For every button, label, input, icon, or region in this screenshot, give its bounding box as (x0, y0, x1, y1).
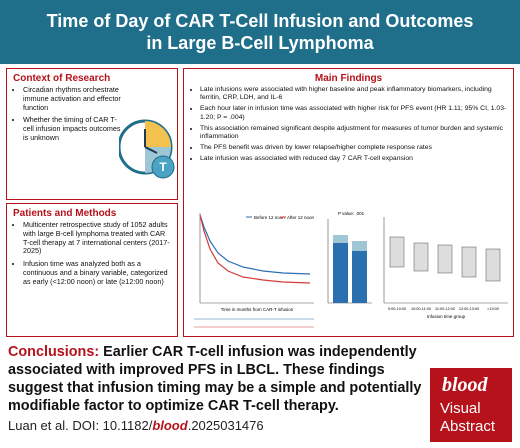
bullet-list: Multicenter retrospective study of 1052 … (7, 220, 177, 287)
bar-plot: P value: .001 (327, 211, 372, 304)
group-label: 12:00-13:00 (459, 307, 479, 311)
logo-line: Abstract (440, 418, 496, 435)
citation-suffix: .2025031476 (187, 418, 264, 433)
legend-label: Before 12 noon (254, 215, 285, 220)
citation: Luan et al. DOI: 10.1182/blood.202503147… (8, 418, 264, 433)
logo-line: Visual (440, 400, 481, 417)
title: Time of Day of CAR T-Cell Infusion and O… (46, 11, 474, 53)
journal: blood (152, 418, 188, 433)
bullet: Late infusion was associated with reduce… (200, 155, 507, 163)
panel-title: Patients and Methods (13, 208, 117, 219)
bullet: This association remained significant de… (200, 125, 507, 141)
bullet: Infusion time was analyzed both as a con… (23, 259, 171, 286)
group-label: 9:00-10:00 (388, 307, 406, 311)
bullet: Each hour later in infusion time was ass… (200, 105, 507, 121)
bullet: The PFS benefit was driven by lower rela… (200, 144, 507, 152)
box-plot: 9:00-10:00 10:00-11:00 11:00-12:00 12:00… (383, 217, 508, 319)
group-label: 11:00-12:00 (435, 307, 455, 311)
methods-panel: Patients and Methods Multicenter retrosp… (6, 203, 178, 337)
logo-brand: blood (442, 374, 488, 396)
group-label: 10:00-11:00 (411, 307, 431, 311)
panel-title: Main Findings (314, 73, 383, 84)
legend-label: After 12 noon (287, 215, 315, 220)
group-label: >13:00 (487, 307, 499, 311)
findings-panel: Main Findings Late infusions were associ… (183, 68, 514, 337)
bullet: Whether the timing of CAR T-cell infusio… (23, 115, 125, 142)
figures: Before 12 noon After 12 noon Time in mon… (194, 211, 508, 328)
conclusions: Conclusions: Earlier CAR T-cell infusion … (8, 343, 428, 415)
logo: blood Visual Abstract (430, 368, 512, 442)
citation-prefix: Luan et al. DOI: 10.1182/ (8, 418, 153, 433)
axis-label: Time in months from CAR-T infusion (221, 307, 294, 312)
panel-title: Context of Research (13, 73, 111, 84)
context-panel: Context of Research Circadian rhythms or… (6, 68, 178, 200)
bullet: Late infusions were associated with high… (200, 86, 507, 102)
svg-text:T: T (159, 160, 167, 174)
axis-label: Infusion time group (427, 314, 466, 319)
km-plot: Before 12 noon After 12 noon Time in mon… (194, 213, 315, 328)
header: Time of Day of CAR T-Cell Infusion and O… (0, 0, 520, 64)
bullet: Circadian rhythms orchestrate immune act… (23, 85, 125, 112)
bullet-list: Circadian rhythms orchestrate immune act… (7, 85, 131, 143)
conclusions-label: Conclusions: (8, 344, 100, 360)
bullet-list: Late infusions were associated with high… (184, 86, 513, 164)
conclusions-text: Earlier CAR T-cell infusion was independ… (8, 344, 422, 414)
bullet: Multicenter retrospective study of 1052 … (23, 220, 171, 256)
clock-icon: T (119, 119, 175, 179)
p-value: P value: .001 (338, 211, 365, 216)
